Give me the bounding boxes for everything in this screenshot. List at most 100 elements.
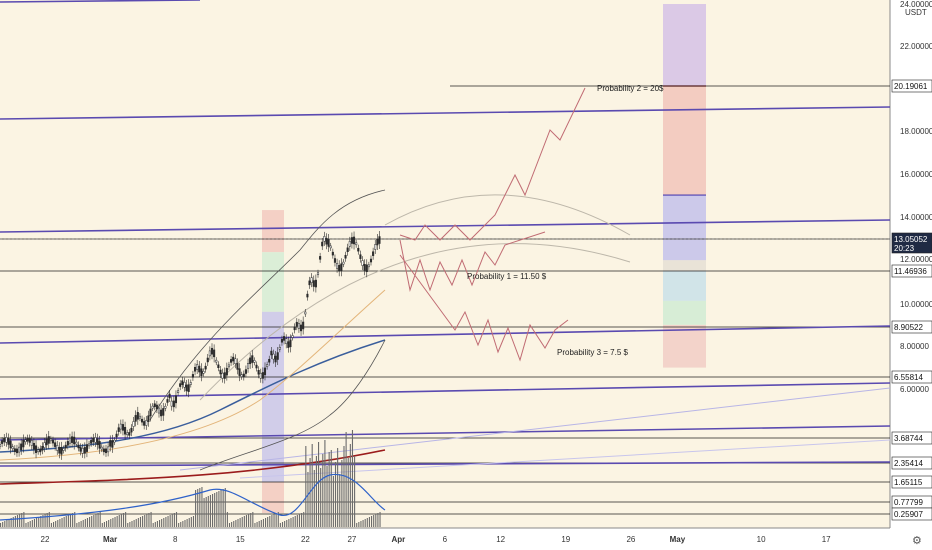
candle-148 <box>312 280 315 287</box>
price-badge-label-2: 11.46936 <box>894 267 927 276</box>
candle-169 <box>357 247 360 252</box>
trendline-0[interactable] <box>0 106 891 120</box>
trendline-1[interactable] <box>0 219 891 233</box>
candle-37 <box>77 444 80 449</box>
trendline-5[interactable] <box>0 461 891 467</box>
price-badge-5[interactable] <box>891 431 932 445</box>
candle-103 <box>217 364 220 369</box>
volume-bar-52 <box>110 519 112 527</box>
price-badge-4[interactable] <box>891 370 932 384</box>
volume-bar-79 <box>167 516 169 527</box>
volume-bar-47 <box>99 512 101 527</box>
price-badge-label-5: 3.68744 <box>894 434 923 443</box>
volume-bar-66 <box>139 517 142 527</box>
volume-bar-162 <box>343 446 345 527</box>
candle-10 <box>20 443 23 451</box>
volume-bar-149 <box>315 456 317 527</box>
volume-bar-128 <box>271 515 273 527</box>
price-badge-3[interactable] <box>891 320 932 334</box>
volume-bar-19 <box>40 516 42 527</box>
volume-bar-135 <box>286 520 288 527</box>
volume-bar-49 <box>103 522 105 527</box>
y-tick-label-3: 8.00000 <box>900 342 929 351</box>
candle-121 <box>255 364 258 369</box>
candle-149 <box>314 279 317 288</box>
volume-bar-153 <box>324 440 326 527</box>
candle-159 <box>336 263 339 269</box>
volume-bar-103 <box>218 491 220 527</box>
volume-bar-92 <box>195 490 197 527</box>
candle-147 <box>310 277 313 283</box>
trendline-3[interactable] <box>0 382 891 400</box>
trendline-6[interactable] <box>0 0 201 3</box>
candle-170 <box>359 254 362 259</box>
volume-bar-78 <box>165 517 167 527</box>
volume-bar-81 <box>171 514 173 527</box>
candle-3 <box>5 437 8 443</box>
volume-bar-169 <box>358 522 360 527</box>
price-badge-7[interactable] <box>891 475 932 489</box>
volume-bar-102 <box>216 492 218 527</box>
candle-176 <box>372 251 375 256</box>
candle-62 <box>130 427 133 433</box>
candle-142 <box>299 324 303 332</box>
candle-154 <box>325 237 328 245</box>
candle-97 <box>204 365 207 370</box>
candle-141 <box>297 323 300 329</box>
volume-bar-113 <box>239 518 241 527</box>
candle-45 <box>94 437 97 443</box>
candle-172 <box>363 264 366 271</box>
volume-bar-121 <box>256 522 258 527</box>
candle-78 <box>164 405 167 409</box>
candle-0 <box>0 444 2 447</box>
small-fib-zone-0 <box>262 210 284 253</box>
trendline-4[interactable] <box>0 425 891 441</box>
volume-bar-38 <box>80 521 82 527</box>
price-badge-6[interactable] <box>891 456 932 470</box>
candle-151 <box>319 256 322 260</box>
candle-173 <box>365 264 368 273</box>
volume-bar-161 <box>341 460 343 527</box>
fib-zone-5 <box>663 300 706 325</box>
volume-bar-156 <box>330 450 332 527</box>
price-badge-2[interactable] <box>891 264 932 278</box>
volume-bar-33 <box>69 514 72 527</box>
volume-bar-28 <box>59 519 61 527</box>
volume-bar-124 <box>262 519 264 527</box>
volume-bar-177 <box>375 514 377 527</box>
volume-bar-32 <box>67 515 69 527</box>
volume-bar-50 <box>106 521 108 527</box>
candle-105 <box>221 372 224 379</box>
volume-bar-142 <box>301 513 303 527</box>
volume-bar-87 <box>184 520 186 527</box>
volume-bar-46 <box>97 513 99 527</box>
candle-119 <box>251 355 254 363</box>
volume-bar-7 <box>14 516 16 527</box>
candle-24 <box>49 438 52 442</box>
volume-bar-107 <box>226 512 228 527</box>
volume-bar-105 <box>222 489 224 527</box>
small-fib-zone-1 <box>262 252 284 312</box>
candle-87 <box>183 382 186 388</box>
price-badge-0[interactable] <box>891 79 932 93</box>
x-tick-label-13: 17 <box>822 535 831 544</box>
candle-1 <box>1 440 4 444</box>
volume-bar-29 <box>61 518 63 527</box>
candle-139 <box>293 326 296 331</box>
candle-51 <box>107 446 110 453</box>
candle-116 <box>244 369 247 374</box>
x-tick-label-5: 27 <box>347 535 356 544</box>
price-badge-1[interactable] <box>891 232 932 254</box>
volume-bar-163 <box>345 432 347 527</box>
candle-58 <box>121 424 125 431</box>
candle-38 <box>79 447 82 452</box>
settings-icon[interactable]: ⚙ <box>912 535 922 547</box>
price-badge-9[interactable] <box>891 507 932 521</box>
volume-bar-71 <box>150 512 152 527</box>
volume-bar-137 <box>290 518 292 527</box>
volume-bar-94 <box>199 488 201 527</box>
trendline-2[interactable] <box>0 325 891 344</box>
candle-99 <box>208 350 211 357</box>
candle-60 <box>126 432 129 436</box>
